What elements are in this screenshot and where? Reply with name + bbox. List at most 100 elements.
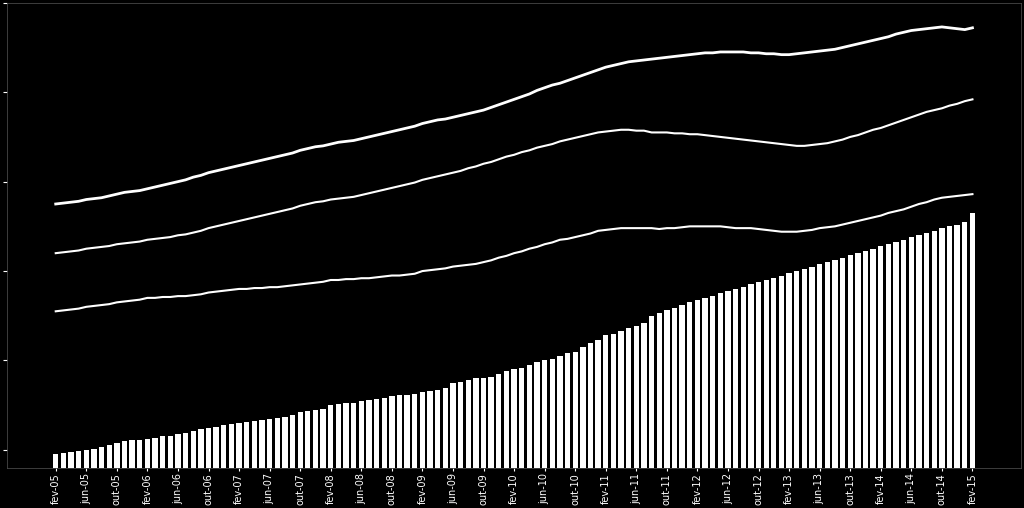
Bar (886, 244, 891, 508)
Bar (99, 447, 104, 508)
Bar (228, 424, 234, 508)
Bar (328, 405, 334, 508)
Bar (274, 418, 280, 508)
Bar (252, 421, 257, 508)
Bar (153, 438, 158, 508)
Bar (916, 235, 922, 508)
Bar (497, 374, 502, 508)
Bar (412, 395, 418, 508)
Bar (53, 454, 58, 508)
Bar (893, 242, 899, 508)
Bar (213, 427, 219, 508)
Bar (656, 313, 662, 508)
Bar (190, 431, 196, 508)
Bar (879, 246, 884, 508)
Bar (687, 302, 692, 508)
Bar (970, 213, 975, 508)
Bar (358, 401, 364, 508)
Bar (122, 441, 127, 508)
Bar (183, 433, 188, 508)
Bar (259, 421, 264, 508)
Bar (557, 356, 562, 508)
Bar (932, 231, 937, 508)
Bar (581, 347, 586, 508)
Bar (374, 399, 379, 508)
Bar (641, 323, 646, 508)
Bar (336, 404, 341, 508)
Bar (749, 284, 754, 508)
Bar (963, 222, 968, 508)
Bar (382, 398, 387, 508)
Bar (511, 369, 517, 508)
Bar (535, 362, 540, 508)
Bar (595, 340, 601, 508)
Bar (435, 390, 440, 508)
Bar (106, 446, 112, 508)
Bar (442, 388, 449, 508)
Bar (870, 249, 876, 508)
Bar (954, 225, 959, 508)
Bar (817, 264, 822, 508)
Bar (756, 282, 761, 508)
Bar (427, 391, 433, 508)
Bar (809, 267, 815, 508)
Bar (237, 423, 242, 508)
Bar (863, 251, 868, 508)
Bar (244, 422, 250, 508)
Bar (290, 415, 295, 508)
Bar (404, 395, 410, 508)
Bar (397, 395, 402, 508)
Bar (466, 380, 471, 508)
Bar (771, 278, 776, 508)
Bar (740, 287, 745, 508)
Bar (802, 269, 807, 508)
Bar (420, 392, 425, 508)
Bar (91, 449, 96, 508)
Bar (312, 409, 318, 508)
Bar (160, 436, 165, 508)
Bar (542, 361, 547, 508)
Bar (526, 365, 532, 508)
Bar (550, 359, 555, 508)
Bar (572, 352, 578, 508)
Bar (702, 298, 708, 508)
Bar (588, 342, 593, 508)
Bar (267, 419, 272, 508)
Bar (351, 402, 356, 508)
Bar (199, 429, 204, 508)
Bar (519, 368, 524, 508)
Bar (840, 258, 845, 508)
Bar (764, 280, 769, 508)
Bar (665, 310, 670, 508)
Bar (786, 273, 792, 508)
Bar (84, 450, 89, 508)
Bar (144, 439, 151, 508)
Bar (901, 240, 906, 508)
Bar (939, 228, 944, 508)
Bar (710, 296, 716, 508)
Bar (321, 409, 326, 508)
Bar (60, 454, 66, 508)
Bar (168, 435, 173, 508)
Bar (76, 451, 81, 508)
Bar (649, 316, 654, 508)
Bar (718, 294, 723, 508)
Bar (343, 403, 349, 508)
Bar (603, 335, 608, 508)
Bar (175, 434, 180, 508)
Bar (725, 291, 731, 508)
Bar (481, 378, 486, 508)
Bar (779, 275, 784, 508)
Bar (794, 271, 800, 508)
Bar (565, 354, 570, 508)
Bar (908, 237, 914, 508)
Bar (298, 412, 303, 508)
Bar (114, 443, 120, 508)
Bar (458, 382, 463, 508)
Bar (129, 440, 135, 508)
Bar (680, 305, 685, 508)
Bar (221, 425, 226, 508)
Bar (305, 410, 310, 508)
Bar (833, 260, 838, 508)
Bar (634, 326, 639, 508)
